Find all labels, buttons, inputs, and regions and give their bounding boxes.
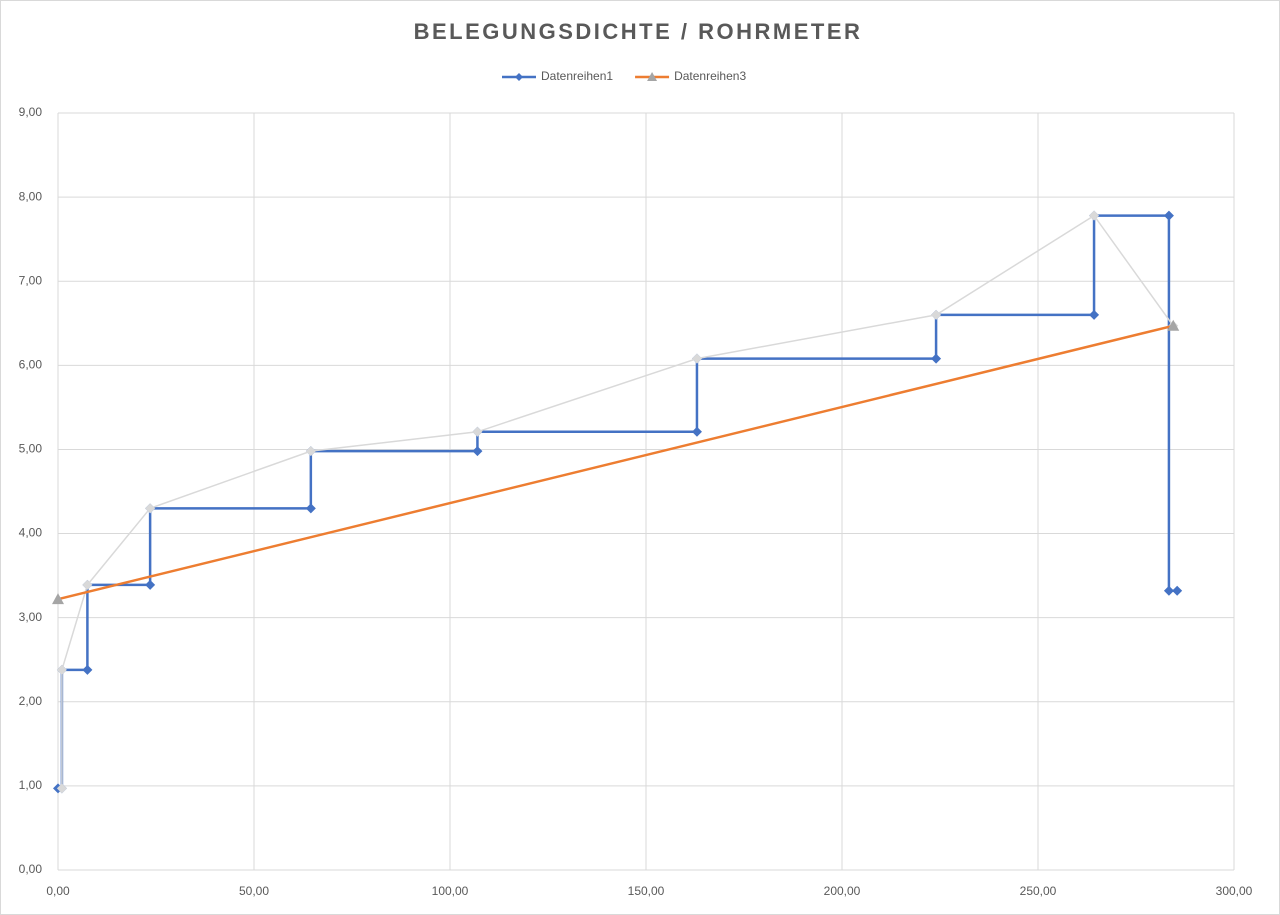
marker bbox=[305, 446, 316, 457]
series-line bbox=[57, 324, 1174, 601]
y-tick-label: 9,00 bbox=[19, 105, 43, 119]
marker bbox=[145, 503, 156, 514]
y-tick-label: 3,00 bbox=[19, 610, 43, 624]
marker bbox=[1167, 319, 1180, 331]
series-line bbox=[58, 214, 1178, 790]
legend-label: Datenreihen3 bbox=[674, 69, 746, 83]
marker bbox=[1172, 585, 1183, 596]
marker bbox=[56, 664, 67, 675]
legend-marker bbox=[515, 73, 523, 81]
legend-marker bbox=[647, 72, 658, 81]
marker bbox=[145, 579, 156, 590]
y-tick-label: 6,00 bbox=[19, 358, 43, 372]
x-tick-label: 300,00 bbox=[1216, 884, 1253, 898]
marker bbox=[82, 664, 93, 675]
series-line bbox=[61, 214, 1174, 789]
y-tick-label: 1,00 bbox=[19, 778, 43, 792]
marker bbox=[1089, 309, 1100, 320]
marker bbox=[931, 353, 942, 364]
marker bbox=[931, 309, 942, 320]
marker bbox=[691, 353, 702, 364]
chart-title: BELEGUNGSDICHTE / ROHRMETER bbox=[414, 19, 863, 44]
y-tick-label: 5,00 bbox=[19, 442, 43, 456]
marker bbox=[56, 783, 67, 794]
y-tick-label: 2,00 bbox=[19, 694, 43, 708]
legend-label: Datenreihen1 bbox=[541, 69, 613, 83]
marker bbox=[1163, 585, 1174, 596]
marker bbox=[1163, 210, 1174, 221]
marker bbox=[691, 426, 702, 437]
marker bbox=[1089, 210, 1100, 221]
x-tick-label: 200,00 bbox=[824, 884, 861, 898]
y-tick-label: 8,00 bbox=[19, 189, 43, 203]
x-tick-label: 50,00 bbox=[239, 884, 269, 898]
x-tick-label: 100,00 bbox=[432, 884, 469, 898]
x-tick-label: 250,00 bbox=[1020, 884, 1057, 898]
marker bbox=[52, 593, 64, 605]
marker bbox=[472, 446, 483, 457]
marker bbox=[82, 579, 93, 590]
marker bbox=[305, 503, 316, 514]
y-tick-label: 0,00 bbox=[19, 862, 43, 876]
y-tick-label: 7,00 bbox=[19, 273, 43, 287]
x-tick-label: 150,00 bbox=[628, 884, 665, 898]
y-tick-label: 4,00 bbox=[19, 526, 43, 540]
marker bbox=[472, 426, 483, 437]
x-tick-label: 0,00 bbox=[46, 884, 70, 898]
